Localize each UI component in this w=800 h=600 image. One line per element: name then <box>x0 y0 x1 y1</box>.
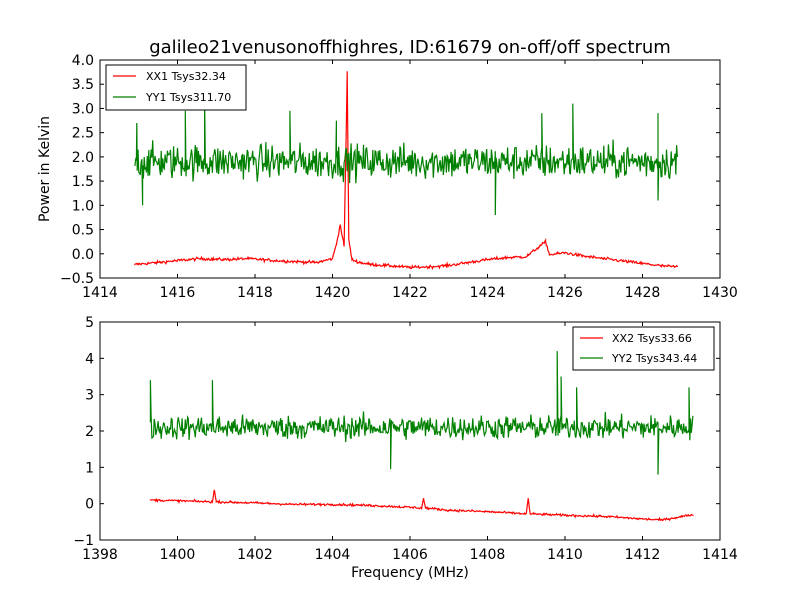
bottom-xtick-label: 1404 <box>315 547 351 563</box>
top-xtick-label: 1430 <box>702 285 738 301</box>
top-ytick-label: 2.0 <box>72 150 94 166</box>
top-legend-box <box>105 64 247 111</box>
bottom-ytick-label: 4 <box>85 351 94 367</box>
top-ytick-label: 0.5 <box>72 223 94 239</box>
bottom-legend-box <box>572 326 715 371</box>
top-plot: 1414 1416 1418 1420 1422 1424 1426 1428 1430 −0.5… <box>37 53 738 301</box>
bottom-ytick-label: 0 <box>85 497 94 513</box>
chart-title: galileo21venusonoffhighres, ID:61679 on-… <box>149 37 671 58</box>
bottom-xtick-label: 1408 <box>470 547 506 563</box>
bottom-ytick-label: −1 <box>73 533 94 549</box>
top-legend-label-yy1: YY1 Tsys311.70 <box>145 91 231 104</box>
bottom-ytick-label: 5 <box>85 315 94 331</box>
top-ytick-label: 1.0 <box>72 198 94 214</box>
top-xtick-label: 1426 <box>547 285 583 301</box>
top-legend-label-xx1: XX1 Tsys32.34 <box>146 70 226 83</box>
bottom-ytick-label: 3 <box>85 388 94 404</box>
bottom-xlabel: Frequency (MHz) <box>351 565 469 581</box>
top-ytick-label: 1.5 <box>72 174 94 190</box>
bottom-xtick-label: 1402 <box>237 547 273 563</box>
bottom-legend: XX2 Tsys33.66 YY2 Tsys343.44 <box>572 326 715 371</box>
top-xtick-label: 1418 <box>237 285 273 301</box>
bottom-series-xx-line <box>149 489 694 522</box>
bottom-xtick-label: 1412 <box>625 547 661 563</box>
bottom-legend-label-xx2: XX2 Tsys33.66 <box>612 332 692 345</box>
bottom-plot: 1398 1400 1402 1404 1406 1408 1410 1412 1414 −1 0 1… <box>73 315 738 581</box>
top-ytick-label: 3.5 <box>72 77 94 93</box>
bottom-xtick-label: 1414 <box>702 547 738 563</box>
top-legend: XX1 Tsys32.34 YY1 Tsys311.70 <box>105 64 247 111</box>
top-ylabel: Power in Kelvin <box>37 116 53 222</box>
top-xtick-label: 1420 <box>315 285 351 301</box>
top-xtick-label: 1416 <box>160 285 196 301</box>
top-ytick-label: 3.0 <box>72 101 94 117</box>
bottom-ytick-label: 1 <box>85 460 94 476</box>
bottom-legend-label-yy2: YY2 Tsys343.44 <box>611 352 697 365</box>
top-xtick-label: 1428 <box>625 285 661 301</box>
bottom-xtick-label: 1406 <box>392 547 428 563</box>
top-series-yy-line <box>134 98 678 216</box>
bottom-xtick-label: 1398 <box>82 547 118 563</box>
top-xtick-label: 1414 <box>82 285 118 301</box>
top-ytick-label: 4.0 <box>72 53 94 69</box>
bottom-ytick-label: 2 <box>85 424 94 440</box>
bottom-xtick-label: 1400 <box>160 547 196 563</box>
top-series-xx-line <box>134 71 678 271</box>
top-ytick-label: 2.5 <box>72 126 94 142</box>
bottom-xtick-label: 1410 <box>547 547 583 563</box>
top-xtick-label: 1422 <box>392 285 428 301</box>
bottom-series-yy-line <box>149 351 694 475</box>
top-ytick-label: 0.0 <box>72 247 94 263</box>
top-ytick-label: −0.5 <box>60 271 94 287</box>
top-xtick-label: 1424 <box>470 285 506 301</box>
